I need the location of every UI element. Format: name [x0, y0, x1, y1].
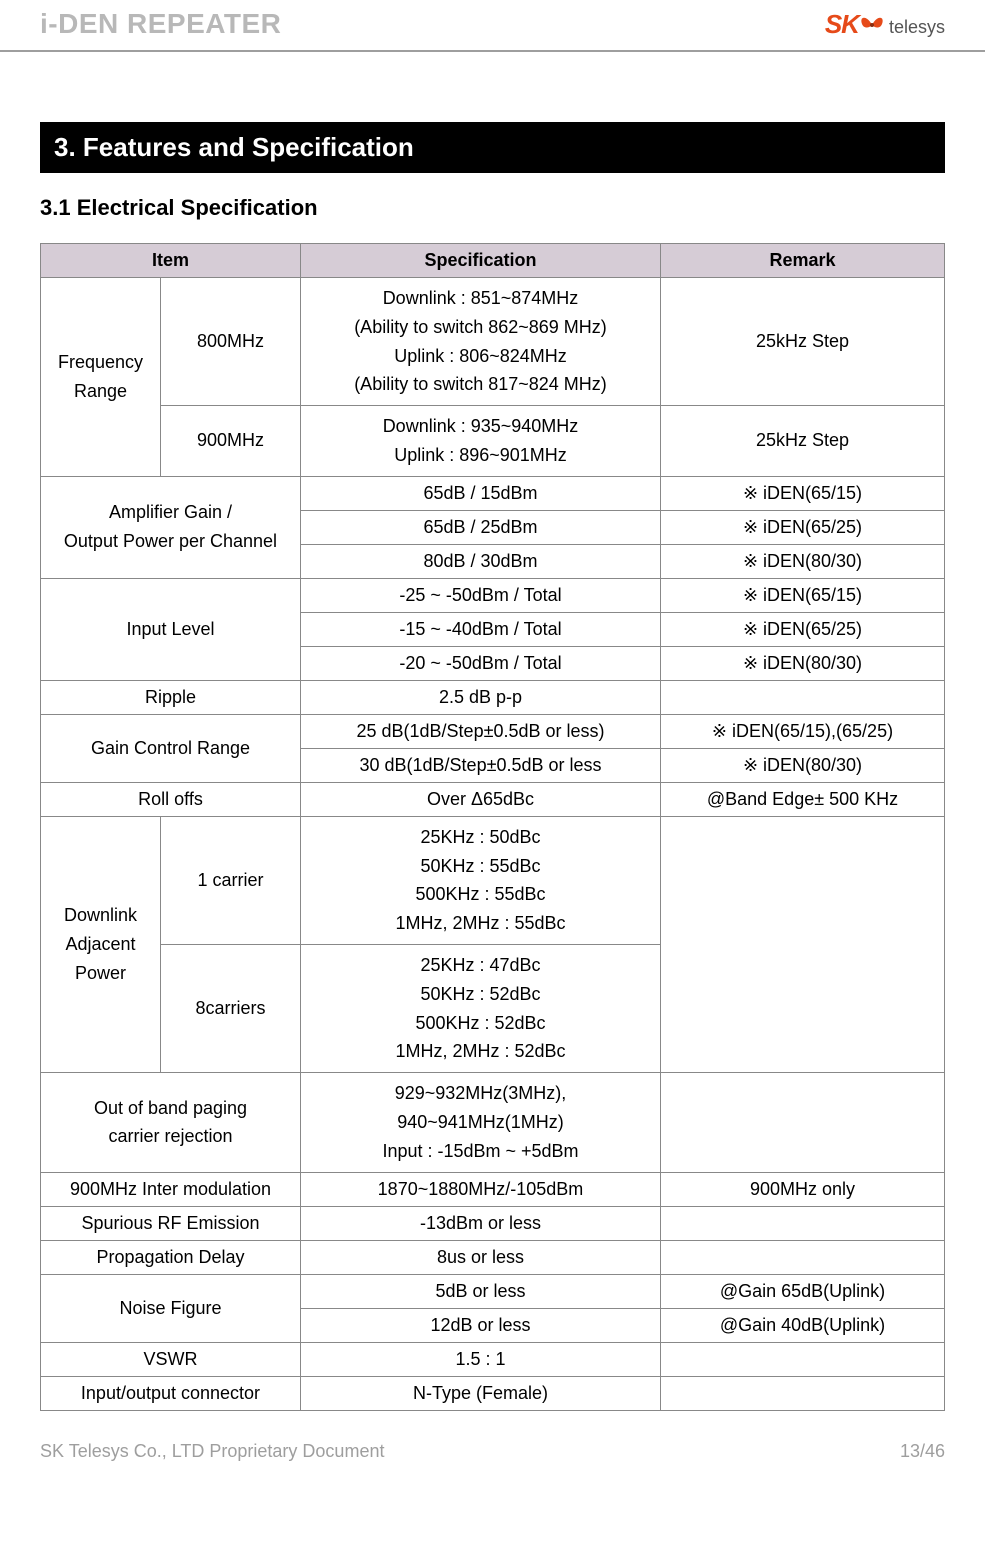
remark-cell: ※ iDEN(65/25) — [661, 612, 945, 646]
col-item: Item — [41, 244, 301, 278]
spec-cell: 2.5 dB p-p — [301, 680, 661, 714]
spec-cell: -20 ~ -50dBm / Total — [301, 646, 661, 680]
item-cell: Ripple — [41, 680, 301, 714]
item-cell: Frequency Range — [41, 278, 161, 477]
subsection-heading: 3.1 Electrical Specification — [40, 195, 945, 221]
spec-cell: 65dB / 15dBm — [301, 476, 661, 510]
spec-table: Item Specification Remark Frequency Rang… — [40, 243, 945, 1411]
item-cell: Roll offs — [41, 782, 301, 816]
remark-cell — [661, 1073, 945, 1172]
spec-cell: 5dB or less — [301, 1274, 661, 1308]
table-row: Out of band pagingcarrier rejection 929~… — [41, 1073, 945, 1172]
item-cell: Downlink Adjacent Power — [41, 816, 161, 1072]
spec-cell: Downlink : 935~940MHzUplink : 896~901MHz — [301, 406, 661, 477]
table-row: Input/output connector N-Type (Female) — [41, 1376, 945, 1410]
item-cell: Amplifier Gain /Output Power per Channel — [41, 476, 301, 578]
item-subcell: 900MHz — [161, 406, 301, 477]
spec-cell: 8us or less — [301, 1240, 661, 1274]
brand-logo: SK telesys — [825, 9, 945, 40]
item-cell: Propagation Delay — [41, 1240, 301, 1274]
spec-cell: 929~932MHz(3MHz),940~941MHz(1MHz)Input :… — [301, 1073, 661, 1172]
spec-cell: 65dB / 25dBm — [301, 510, 661, 544]
col-remark: Remark — [661, 244, 945, 278]
spec-cell: 12dB or less — [301, 1308, 661, 1342]
remark-cell: ※ iDEN(65/15),(65/25) — [661, 714, 945, 748]
item-subcell: 8carriers — [161, 944, 301, 1072]
header-bar: i-DEN REPEATER SK telesys — [0, 0, 985, 52]
spec-cell: Over Δ65dBc — [301, 782, 661, 816]
item-cell: Gain Control Range — [41, 714, 301, 782]
spec-cell: 25KHz : 50dBc50KHz : 55dBc500KHz : 55dBc… — [301, 816, 661, 944]
remark-cell — [661, 1206, 945, 1240]
table-row: Input Level -25 ~ -50dBm / Total ※ iDEN(… — [41, 578, 945, 612]
page-footer: SK Telesys Co., LTD Proprietary Document… — [0, 1431, 985, 1478]
spec-cell: -25 ~ -50dBm / Total — [301, 578, 661, 612]
footer-left: SK Telesys Co., LTD Proprietary Document — [40, 1441, 384, 1462]
col-spec: Specification — [301, 244, 661, 278]
spec-cell: 1870~1880MHz/-105dBm — [301, 1172, 661, 1206]
spec-cell: Downlink : 851~874MHz(Ability to switch … — [301, 278, 661, 406]
remark-cell — [661, 816, 945, 1072]
item-subcell: 800MHz — [161, 278, 301, 406]
spec-cell: 25KHz : 47dBc50KHz : 52dBc500KHz : 52dBc… — [301, 944, 661, 1072]
remark-cell: ※ iDEN(80/30) — [661, 544, 945, 578]
spec-cell: 1.5 : 1 — [301, 1342, 661, 1376]
remark-cell: @Gain 40dB(Uplink) — [661, 1308, 945, 1342]
remark-cell — [661, 1240, 945, 1274]
table-row: VSWR 1.5 : 1 — [41, 1342, 945, 1376]
spec-cell: -15 ~ -40dBm / Total — [301, 612, 661, 646]
table-row: Spurious RF Emission -13dBm or less — [41, 1206, 945, 1240]
remark-cell: ※ iDEN(65/25) — [661, 510, 945, 544]
remark-cell: ※ iDEN(80/30) — [661, 748, 945, 782]
table-row: 900MHz Inter modulation 1870~1880MHz/-10… — [41, 1172, 945, 1206]
table-row: Roll offs Over Δ65dBc @Band Edge± 500 KH… — [41, 782, 945, 816]
remark-cell — [661, 1376, 945, 1410]
item-cell: Input Level — [41, 578, 301, 680]
remark-cell: ※ iDEN(80/30) — [661, 646, 945, 680]
footer-right: 13/46 — [900, 1441, 945, 1462]
table-row: Propagation Delay 8us or less — [41, 1240, 945, 1274]
page-body: 3. Features and Specification 3.1 Electr… — [0, 122, 985, 1431]
remark-cell: ※ iDEN(65/15) — [661, 578, 945, 612]
remark-cell: ※ iDEN(65/15) — [661, 476, 945, 510]
remark-cell: @Band Edge± 500 KHz — [661, 782, 945, 816]
remark-cell: 900MHz only — [661, 1172, 945, 1206]
table-row: Gain Control Range 25 dB(1dB/Step±0.5dB … — [41, 714, 945, 748]
logo-sk-text: SK — [825, 9, 859, 40]
item-cell: Input/output connector — [41, 1376, 301, 1410]
butterfly-icon — [859, 12, 885, 34]
remark-cell — [661, 1342, 945, 1376]
remark-cell — [661, 680, 945, 714]
table-row: Frequency Range 800MHz Downlink : 851~87… — [41, 278, 945, 406]
doc-title: i-DEN REPEATER — [40, 8, 281, 40]
section-title-bar: 3. Features and Specification — [40, 122, 945, 173]
table-row: 900MHz Downlink : 935~940MHzUplink : 896… — [41, 406, 945, 477]
spec-cell: -13dBm or less — [301, 1206, 661, 1240]
table-row: Downlink Adjacent Power 1 carrier 25KHz … — [41, 816, 945, 944]
item-cell: Noise Figure — [41, 1274, 301, 1342]
remark-cell: 25kHz Step — [661, 278, 945, 406]
spec-cell: N-Type (Female) — [301, 1376, 661, 1410]
remark-cell: 25kHz Step — [661, 406, 945, 477]
item-cell: Out of band pagingcarrier rejection — [41, 1073, 301, 1172]
table-row: Amplifier Gain /Output Power per Channel… — [41, 476, 945, 510]
item-subcell: 1 carrier — [161, 816, 301, 944]
spec-cell: 25 dB(1dB/Step±0.5dB or less) — [301, 714, 661, 748]
remark-cell: @Gain 65dB(Uplink) — [661, 1274, 945, 1308]
spec-cell: 30 dB(1dB/Step±0.5dB or less — [301, 748, 661, 782]
item-cell: 900MHz Inter modulation — [41, 1172, 301, 1206]
table-row: Noise Figure 5dB or less @Gain 65dB(Upli… — [41, 1274, 945, 1308]
table-row: Ripple 2.5 dB p-p — [41, 680, 945, 714]
item-cell: Spurious RF Emission — [41, 1206, 301, 1240]
spec-cell: 80dB / 30dBm — [301, 544, 661, 578]
table-header-row: Item Specification Remark — [41, 244, 945, 278]
logo-telesys-text: telesys — [889, 17, 945, 40]
item-cell: VSWR — [41, 1342, 301, 1376]
